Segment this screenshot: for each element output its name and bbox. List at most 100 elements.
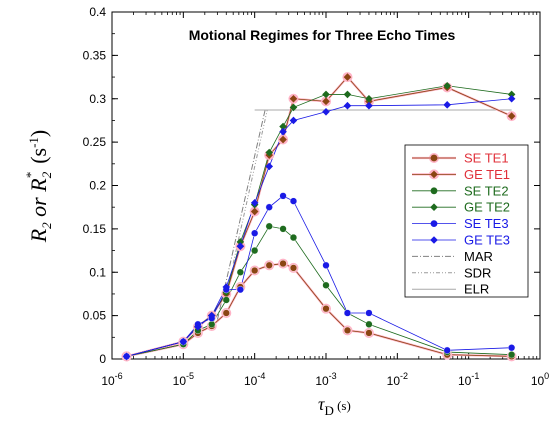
data-point bbox=[236, 268, 244, 276]
data-point bbox=[250, 207, 259, 216]
data-point bbox=[508, 351, 516, 359]
y-tick-label: 0.25 bbox=[83, 135, 107, 149]
legend-marker bbox=[430, 170, 438, 179]
data-point bbox=[322, 97, 330, 106]
data-point bbox=[343, 73, 352, 81]
data-point bbox=[236, 242, 245, 251]
data-point bbox=[208, 320, 216, 328]
data-point bbox=[265, 203, 273, 211]
data-point bbox=[507, 112, 516, 120]
y-tick-label: 0 bbox=[99, 352, 106, 366]
chart-title: Motional Regimes for Three Echo Times bbox=[189, 27, 456, 43]
data-point bbox=[179, 337, 188, 346]
data-point bbox=[443, 101, 451, 109]
y-tick-label: 0.35 bbox=[83, 48, 107, 62]
y-tick-label: 0.3 bbox=[89, 92, 106, 106]
data-point bbox=[507, 90, 516, 99]
data-point bbox=[289, 94, 298, 103]
data-point bbox=[122, 352, 131, 361]
data-point bbox=[322, 261, 330, 269]
y-tick-label: 0.1 bbox=[89, 265, 106, 279]
legend-label: ELR bbox=[464, 282, 489, 297]
data-point bbox=[265, 222, 273, 230]
data-point bbox=[207, 311, 216, 320]
data-point bbox=[251, 246, 259, 255]
y-tick-label: 0.15 bbox=[83, 222, 107, 236]
x-axis-label: τD (s) bbox=[318, 394, 351, 418]
y-axis-label: R2 or R2* (s-1) bbox=[23, 130, 54, 244]
data-point bbox=[365, 309, 373, 317]
data-point bbox=[265, 148, 274, 157]
data-point bbox=[322, 305, 330, 313]
legend-item: ELR bbox=[412, 282, 489, 297]
data-point bbox=[289, 116, 298, 125]
data-point bbox=[443, 346, 451, 354]
data-point bbox=[222, 296, 230, 304]
data-point bbox=[289, 233, 298, 242]
data-point bbox=[322, 90, 330, 99]
y-tick-label: 0.2 bbox=[89, 179, 106, 193]
legend-label: SE TE1 bbox=[464, 151, 509, 166]
data-point bbox=[443, 81, 451, 90]
svg-text:τD (s): τD (s) bbox=[318, 394, 351, 418]
data-point bbox=[279, 259, 287, 268]
data-point bbox=[289, 264, 298, 272]
data-point bbox=[279, 122, 287, 131]
legend-label: MAR bbox=[464, 249, 493, 264]
data-point bbox=[251, 229, 259, 237]
legend-label: SE TE3 bbox=[464, 216, 509, 231]
legend-label: GE TE1 bbox=[464, 167, 510, 182]
data-point bbox=[289, 197, 298, 205]
data-point bbox=[343, 101, 352, 110]
legend-item: GE TE1 bbox=[412, 167, 510, 182]
data-point bbox=[322, 281, 330, 289]
x-tick-label: 100 bbox=[531, 371, 549, 388]
legend-box bbox=[404, 144, 529, 298]
legend-item: SE TE3 bbox=[412, 216, 509, 231]
data-point bbox=[236, 286, 244, 294]
svg-text:R2 or R2* (s-1): R2 or R2* (s-1) bbox=[23, 130, 54, 244]
data-point bbox=[222, 309, 230, 317]
x-tick-label: 10-1 bbox=[458, 371, 479, 388]
legend-item: GE TE2 bbox=[412, 200, 510, 215]
y-tick-label: 0.05 bbox=[83, 309, 107, 323]
data-point bbox=[194, 323, 202, 331]
data-point bbox=[222, 283, 231, 291]
legend-item: MAR bbox=[412, 249, 493, 264]
legend-item: SDR bbox=[412, 265, 491, 280]
legend-marker bbox=[430, 187, 438, 195]
data-point bbox=[343, 309, 352, 317]
x-tick-label: 10-2 bbox=[387, 371, 408, 388]
data-point bbox=[279, 127, 287, 136]
legend-marker bbox=[430, 220, 438, 228]
legend-item: SE TE1 bbox=[412, 151, 509, 166]
legend-label: SE TE2 bbox=[464, 183, 509, 198]
legend-label: SDR bbox=[464, 265, 491, 280]
x-tick-label: 10-3 bbox=[315, 371, 336, 388]
y-tick-labels: 0 0.05 0.1 0.15 0.2 0.25 0.3 0.35 0.4 bbox=[83, 5, 107, 366]
x-tick-label: 10-5 bbox=[173, 371, 194, 388]
legend-item: GE TE3 bbox=[412, 233, 510, 248]
data-point bbox=[322, 107, 330, 116]
data-point bbox=[289, 103, 298, 112]
data-point bbox=[343, 326, 352, 334]
legend-label: GE TE2 bbox=[464, 200, 510, 215]
data-point bbox=[251, 266, 259, 275]
legend-label: GE TE3 bbox=[464, 233, 510, 248]
x-tick-label: 10-6 bbox=[101, 371, 122, 388]
data-point bbox=[279, 192, 287, 200]
x-tick-labels: 10-6 10-5 10-4 10-3 10-2 10-1 100 bbox=[101, 371, 549, 388]
data-point bbox=[343, 90, 352, 99]
data-point bbox=[365, 101, 373, 110]
y-tick-label: 0.4 bbox=[89, 5, 106, 19]
x-tick-label: 10-4 bbox=[244, 371, 265, 388]
data-point bbox=[279, 225, 287, 233]
data-point bbox=[365, 320, 373, 328]
data-point bbox=[265, 261, 273, 269]
data-point bbox=[365, 94, 373, 103]
data-point bbox=[250, 199, 259, 207]
legend-marker bbox=[430, 236, 438, 244]
data-point bbox=[279, 135, 287, 144]
